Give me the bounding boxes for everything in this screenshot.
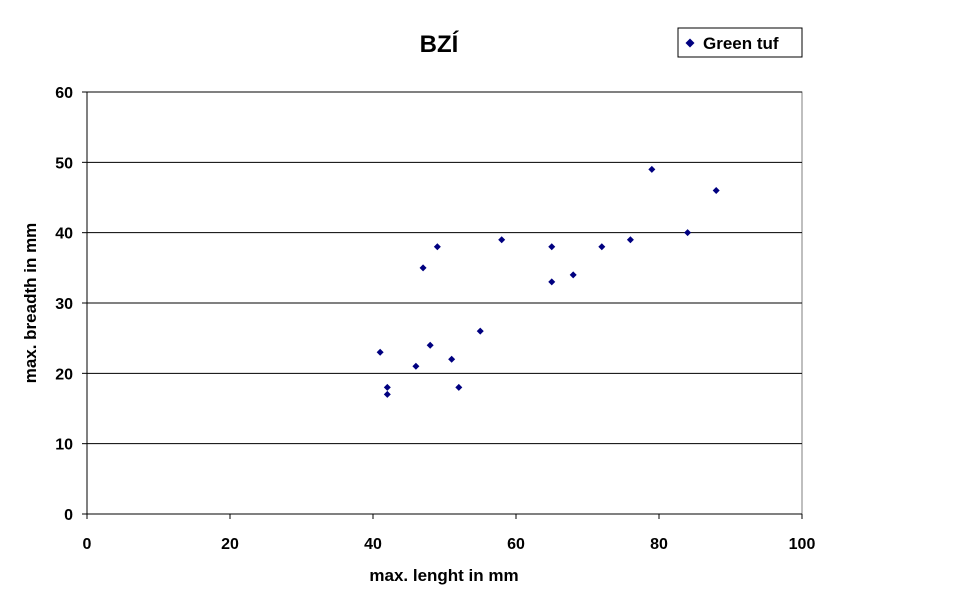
x-tick-label-100: 100 <box>789 536 816 553</box>
y-axis-title: max. breadth in mm <box>21 223 40 384</box>
scatter-point-0-11 <box>548 243 556 251</box>
scatter-point-0-3 <box>412 362 420 370</box>
legend-marker-diamond <box>685 38 695 48</box>
scatter-point-0-4 <box>419 264 427 272</box>
x-tick-label-60: 60 <box>507 536 525 553</box>
scatter-point-0-14 <box>598 243 606 251</box>
y-tick-label-20: 20 <box>55 366 73 383</box>
x-tick-label-20: 20 <box>221 536 239 553</box>
scatter-point-0-15 <box>626 236 634 244</box>
scatter-point-0-0 <box>376 348 384 356</box>
scatter-point-0-12 <box>548 278 556 286</box>
scatter-point-0-10 <box>498 236 506 244</box>
y-tick-label-50: 50 <box>55 155 73 172</box>
scatter-point-0-18 <box>712 186 720 194</box>
y-tick-label-0: 0 <box>64 507 73 524</box>
y-tick-label-40: 40 <box>55 226 73 243</box>
x-tick-label-40: 40 <box>364 536 382 553</box>
y-tick-label-30: 30 <box>55 296 73 313</box>
x-tick-label-0: 0 <box>83 536 92 553</box>
scatter-point-0-7 <box>448 355 456 363</box>
x-axis-title: max. lenght in mm <box>369 566 518 585</box>
scatter-point-0-13 <box>569 271 577 279</box>
scatter-point-0-8 <box>455 383 463 391</box>
legend-label: Green tuf <box>703 34 779 53</box>
x-tick-label-80: 80 <box>650 536 668 553</box>
y-tick-label-10: 10 <box>55 437 73 454</box>
scatter-point-0-9 <box>476 327 484 335</box>
scatter-point-0-1 <box>383 383 391 391</box>
scatter-point-0-2 <box>383 390 391 398</box>
scatter-point-0-16 <box>648 165 656 173</box>
plot-area: 0 10 20 30 40 50 60 0 20 40 60 80 100 <box>55 85 815 553</box>
scatter-point-0-6 <box>433 243 441 251</box>
y-tick-label-60: 60 <box>55 85 73 102</box>
legend: Green tuf <box>677 27 803 58</box>
legend-box <box>677 27 803 58</box>
scatter-point-0-5 <box>426 341 434 349</box>
scatter-point-0-17 <box>684 229 692 237</box>
chart-title: BZÍ <box>420 30 460 58</box>
